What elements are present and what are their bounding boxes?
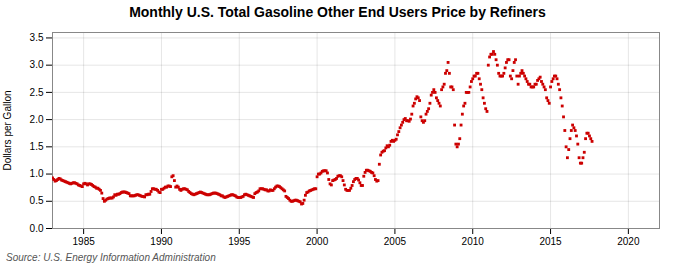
svg-text:1995: 1995 [228,236,251,247]
svg-text:2020: 2020 [617,236,640,247]
svg-text:1985: 1985 [73,236,96,247]
svg-text:3.5: 3.5 [30,32,44,43]
svg-text:1.5: 1.5 [30,141,44,152]
svg-text:2010: 2010 [462,236,485,247]
html-text:Monthly U.S. Total Gasoline Ot: Monthly U.S. Total Gasoline Other End Us… [129,4,546,20]
svg-text:0.0: 0.0 [30,223,44,234]
svg-text:0.5: 0.5 [30,195,44,206]
svg-text:2005: 2005 [384,236,407,247]
svg-text:1.0: 1.0 [30,168,44,179]
svg-text:1990: 1990 [150,236,173,247]
svg-text:2015: 2015 [539,236,562,247]
svg-text:2.0: 2.0 [30,114,44,125]
svg-text:3.0: 3.0 [30,59,44,70]
html-text:Source: U.S. Energy Informatio: Source: U.S. Energy Information Administ… [6,252,216,263]
svg-text:Dollars per Gallon: Dollars per Gallon [2,90,13,170]
svg-text:2.5: 2.5 [30,87,44,98]
svg-text:2000: 2000 [306,236,329,247]
